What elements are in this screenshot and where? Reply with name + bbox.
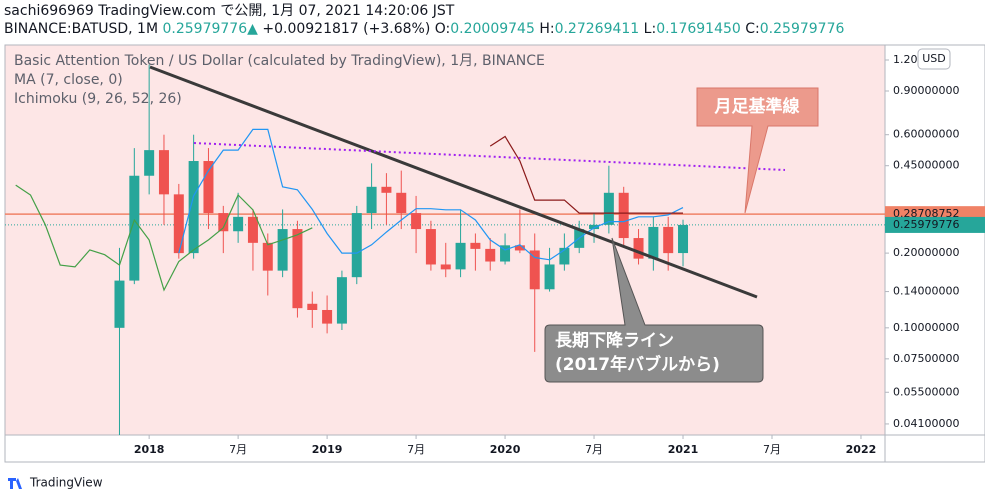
y-tick-label: 0.14000000 <box>893 285 959 298</box>
x-tick-label: 2022 <box>846 443 877 456</box>
ohlc-value: 0.27269411 <box>554 21 640 37</box>
change: +0.00921817 (+3.68%) <box>262 21 431 37</box>
candle-body <box>381 186 392 193</box>
y-tick-label: 0.04100000 <box>893 417 959 430</box>
callout-base-line <box>696 87 819 214</box>
candle-body <box>173 194 184 254</box>
footer-logo: TradingView <box>8 476 103 490</box>
header: sachi696969 TradingView.com で公開, 1月 07, … <box>4 2 844 38</box>
candle-body <box>485 248 496 262</box>
y-tick-label: 0.05500000 <box>893 385 959 398</box>
logo-icon <box>8 478 22 489</box>
candle-body <box>322 309 333 324</box>
currency-button[interactable] <box>917 48 951 70</box>
y-tick-label: 0.90000000 <box>893 84 959 97</box>
indicator-line <box>178 128 684 261</box>
candle-body <box>292 229 303 309</box>
candle-body <box>455 242 466 270</box>
candle-body <box>396 192 407 214</box>
y-tick-label: 0.07500000 <box>893 352 959 365</box>
candle-body <box>425 229 436 265</box>
y-tick-label: 0.45000000 <box>893 159 959 172</box>
last-price: 0.25979776 <box>162 21 248 37</box>
ohlc-label: C: <box>745 21 760 37</box>
candle-body <box>351 213 362 278</box>
candle-body <box>262 242 273 271</box>
candle-body <box>144 150 155 176</box>
x-tick-label: 7月 <box>585 443 603 456</box>
candle-body <box>440 264 451 270</box>
legend-title: Basic Attention Token / US Dollar (calcu… <box>14 53 545 69</box>
candle-body <box>544 264 555 290</box>
callout-text: 長期下降ライン <box>555 330 674 351</box>
header-line1: sachi696969 TradingView.com で公開, 1月 07, … <box>4 3 455 19</box>
candle-body <box>470 242 481 249</box>
candle-body <box>663 226 674 254</box>
candle-body <box>500 245 511 262</box>
header-line2: BINANCE:BATUSD, 1M 0.25979776▲ +0.009218… <box>4 20 844 38</box>
currency-label[interactable]: USD <box>922 52 946 65</box>
x-tick-label: 2020 <box>490 443 521 456</box>
resistance-line <box>193 142 786 171</box>
x-tick-label: 7月 <box>763 443 781 456</box>
callout-text: (2017年バブルから) <box>555 354 720 375</box>
chart-frame <box>4 44 985 463</box>
footer-text: TradingView <box>29 476 103 490</box>
ohlc-value: 0.20009745 <box>450 21 535 37</box>
candle-body <box>188 161 199 254</box>
candle-body <box>589 224 600 230</box>
legend-ma: MA (7, close, 0) <box>14 72 123 88</box>
ohlc-value: 0.25979776 <box>759 21 845 37</box>
candle-body <box>529 250 540 290</box>
ohlc-label: L: <box>643 21 657 37</box>
legend-ichimoku: Ichimoku (9, 26, 52, 26) <box>14 91 182 107</box>
up-arrow: ▲ <box>247 21 258 37</box>
price-label: 0.25979776 <box>893 218 959 231</box>
candle-body <box>218 213 229 232</box>
symbol: BINANCE:BATUSD, 1M <box>4 21 159 37</box>
callout-text: 月足基準線 <box>714 96 800 117</box>
y-tick-label: 0.60000000 <box>893 128 959 141</box>
price-label: 0.28708752 <box>893 207 959 220</box>
plot <box>5 64 885 435</box>
x-tick-label: 7月 <box>407 443 425 456</box>
trend-line <box>149 65 758 299</box>
chart: Basic Attention Token / US Dollar (calcu… <box>4 44 985 490</box>
candle-body <box>158 150 169 195</box>
candle-body <box>603 192 614 225</box>
candle-body <box>648 226 659 259</box>
callout-trend-line <box>544 237 764 383</box>
x-tick-label: 2021 <box>668 443 699 456</box>
y-tick-label: 0.20000000 <box>893 246 959 259</box>
candle-body <box>559 247 570 265</box>
ohlc-value: 0.17691450 <box>656 21 741 37</box>
candle-body <box>514 245 525 251</box>
candle-body <box>129 175 140 281</box>
y-tick-label: 1.20 <box>893 53 918 66</box>
candle-body <box>307 303 318 310</box>
candle-body <box>411 213 422 230</box>
indicator-line <box>489 135 683 214</box>
x-tick-label: 2019 <box>312 443 343 456</box>
candle-body <box>277 229 288 271</box>
price-label-box <box>885 216 985 233</box>
candle-body <box>618 192 629 239</box>
y-tick-label: 0.10000000 <box>893 321 959 334</box>
candle-body <box>114 280 125 328</box>
x-tick-label: 7月 <box>229 443 247 456</box>
candle-body <box>233 216 244 232</box>
x-tick-label: 2018 <box>134 443 165 456</box>
candle-body <box>678 224 689 254</box>
candle-body <box>203 161 214 214</box>
ohlc-label: H: <box>539 21 555 37</box>
candle-body <box>366 186 377 214</box>
indicator-line <box>15 184 313 292</box>
candle-body <box>247 216 258 243</box>
ohlc-label: O: <box>434 21 451 37</box>
candle-body <box>336 277 347 324</box>
candle-body <box>633 238 644 259</box>
